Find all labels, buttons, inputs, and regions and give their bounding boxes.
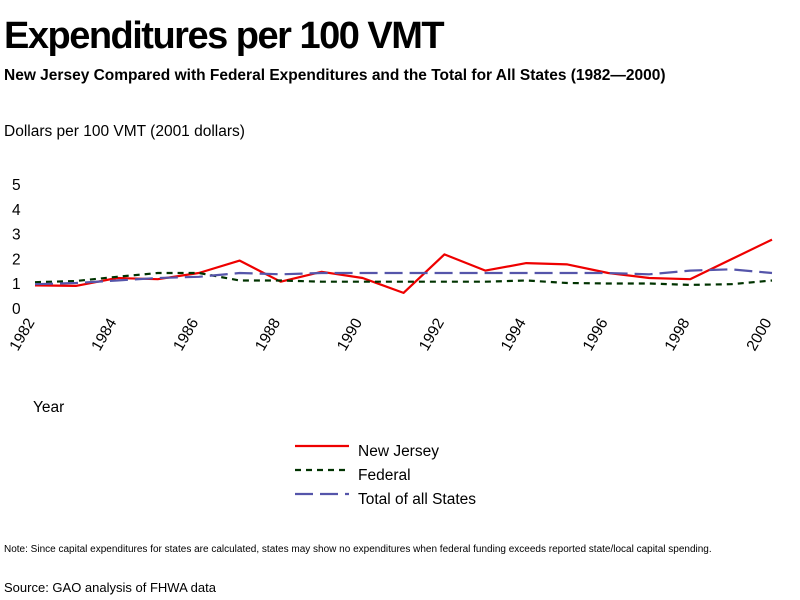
x-axis-label: Year bbox=[33, 399, 65, 416]
legend-label-new-jersey: New Jersey bbox=[358, 443, 439, 460]
chart-note: Note: Since capital expenditures for sta… bbox=[4, 544, 712, 555]
y-tick-label: 5 bbox=[12, 177, 21, 194]
legend-label-federal: Federal bbox=[358, 467, 411, 484]
y-tick-label: 4 bbox=[12, 202, 21, 219]
x-tick-label: 1996 bbox=[580, 316, 612, 354]
x-tick-label: 1992 bbox=[416, 316, 448, 354]
legend-swatch-federal bbox=[295, 468, 349, 472]
legend-item-total-of-all-states: Total of all States bbox=[295, 491, 535, 515]
chart-source: Source: GAO analysis of FHWA data bbox=[4, 580, 216, 595]
y-tick-label: 3 bbox=[12, 227, 21, 244]
y-tick-label: 2 bbox=[12, 251, 21, 268]
series-line-total-of-all-states bbox=[34, 268, 773, 286]
x-tick-label: 2000 bbox=[743, 315, 775, 354]
legend-item-new-jersey: New Jersey bbox=[295, 443, 535, 467]
legend-swatch-new-jersey bbox=[295, 444, 349, 448]
y-tick-label: 0 bbox=[12, 301, 21, 318]
chart-subtitle: New Jersey Compared with Federal Expendi… bbox=[4, 67, 666, 84]
x-tick-label: 1988 bbox=[252, 316, 284, 354]
y-tick-label: 1 bbox=[12, 276, 21, 293]
legend-label-total-of-all-states: Total of all States bbox=[358, 491, 477, 508]
x-tick-label: 1994 bbox=[498, 315, 530, 354]
y-axis-label: Dollars per 100 VMT (2001 dollars) bbox=[4, 123, 245, 140]
legend: New Jersey Federal Total of all States bbox=[295, 443, 535, 515]
chart-title: Expenditures per 100 VMT bbox=[4, 15, 445, 57]
legend-item-federal: Federal bbox=[295, 467, 535, 491]
series-lines bbox=[34, 238, 773, 294]
y-tick-labels: 0 1 2 3 4 5 bbox=[12, 177, 21, 318]
series-line-new-jersey bbox=[34, 238, 773, 294]
series-line-federal bbox=[34, 271, 773, 286]
x-tick-label: 1990 bbox=[334, 315, 366, 354]
x-tick-label: 1984 bbox=[88, 315, 120, 354]
legend-swatch-total-of-all-states bbox=[295, 492, 349, 496]
x-tick-label: 1982 bbox=[6, 316, 38, 354]
x-tick-labels: 1982 1984 1986 1988 1990 1992 1994 1996 1998 2000 bbox=[6, 315, 775, 354]
x-tick-label: 1986 bbox=[170, 316, 202, 354]
x-tick-label: 1998 bbox=[662, 316, 694, 354]
